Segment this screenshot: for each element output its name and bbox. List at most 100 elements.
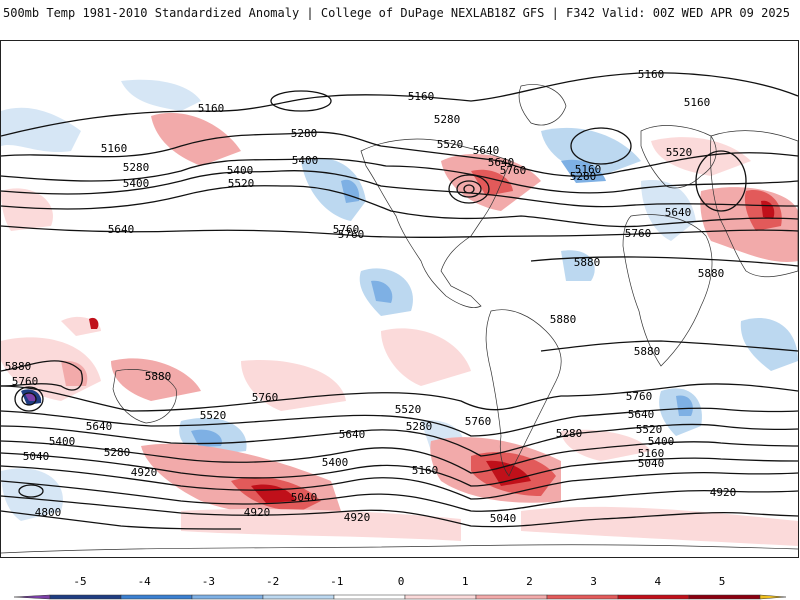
closed-low-pacific [270,90,332,112]
contour-label: 5400 [322,456,349,469]
coastlines [1,84,798,554]
contour-label: 5640 [339,428,366,441]
anomaly-map: 5160 5160 5160 5160 5160 5160 5160 5160 … [1,68,798,554]
contour-label: 5040 [291,491,318,504]
contour-label: 5400 [227,164,254,177]
contour-label: 5280 [556,427,583,440]
contour-label: 5400 [49,435,76,448]
contour-label: 5280 [570,170,597,183]
contour-label: 5280 [406,420,433,433]
contour-label: 5160 [101,142,128,155]
contour-label: 5760 [252,391,279,404]
contour-5640 [1,185,798,228]
contour-label: 5760 [338,228,365,241]
contour-label: 5520 [200,409,227,422]
contour-label: 5280 [291,127,318,140]
contour-label: 5160 [198,102,225,115]
contour-label: 5880 [5,360,32,373]
contour-label: 4920 [244,506,271,519]
contour-label: 5520 [228,177,255,190]
contour-5400-south [1,440,798,474]
contour-5400 [1,157,798,194]
contour-5640-south [1,407,798,437]
contour-label: 4920 [344,511,371,524]
contour-label: 5160 [638,447,665,460]
contour-5880-north [530,256,798,267]
contour-5760 [1,225,798,238]
colorbar-tick-label: 3 [590,575,597,588]
contour-label: 5160 [408,90,435,103]
colorbar-svg: -5 -4 -3 -2 -1 0 1 2 3 4 5 [13,575,787,600]
contour-label: 5160 [684,96,711,109]
contour-label: 5880 [550,313,577,326]
antarctica-outline [1,544,798,554]
colorbar-segment [688,594,761,600]
contour-label: 5760 [465,415,492,428]
contour-label: 5760 [626,390,653,403]
colorbar-tick-label: 2 [526,575,533,588]
contour-label: 5280 [434,113,461,126]
contour-5280-south [1,452,798,487]
contour-label: 4920 [131,466,158,479]
contour-label: 5640 [108,223,135,236]
colorbar-segment [191,594,264,600]
contour-label: 5400 [292,154,319,167]
colorbar-tick-label: 0 [398,575,405,588]
australia-outline [112,369,177,424]
africa-outline [622,214,713,367]
colorbar-tick-label: 4 [654,575,661,588]
colorbar-tick-label: -5 [73,575,86,588]
header: 500mb Temp 1981-2010 Standardized Anomal… [0,0,800,26]
contour-label: 4920 [710,486,737,499]
contour-label: 5640 [86,420,113,433]
contour-5160 [1,72,798,137]
contour-label: 5640 [628,408,655,421]
contour-label: 5040 [23,450,50,463]
closed-low-north-america [448,174,490,204]
contour-label: 5760 [500,164,527,177]
contour-5760-south [1,383,798,412]
colorbar-tick-label: 5 [719,575,726,588]
colorbar-tick-label: -1 [330,575,343,588]
contour-label: 5280 [123,161,150,174]
contour-label: 5160 [575,163,602,176]
colorbar-lower-extend [13,594,51,600]
closed-low-europe [695,150,747,212]
contour-label: 5040 [490,512,517,525]
contour-label: 5400 [123,177,150,190]
contour-label: 5520 [636,423,663,436]
contour-label: 5760 [625,227,652,240]
contour-label: 5520 [666,146,693,159]
contour-label: 5880 [698,267,725,280]
contour-labels: 5160 5160 5160 5160 5160 5160 5160 5160 … [5,68,737,525]
contour-5160-south [1,465,798,500]
contour-label: 5280 [104,446,131,459]
contour-label: 5640 [488,156,515,169]
colorbar-upper-extend [759,594,787,600]
map-panel: 5160 5160 5160 5160 5160 5160 5160 5160 … [0,40,799,558]
contour-label: 4800 [35,506,62,519]
greenland-outline [518,84,567,126]
contour-label: 5400 [648,435,675,448]
contour-5520-south [1,423,798,457]
colorbar-segment [49,594,122,600]
contour-label: 5640 [665,206,692,219]
contour-label: 5160 [638,68,665,81]
contour-5880-sa [540,340,798,352]
contour-label: 5760 [12,375,39,388]
colorbar-segment [120,594,193,600]
height-contours [1,72,798,530]
model-run-info: 18Z GFS | F342 Valid: 00Z WED APR 09 202… [493,6,790,20]
colorbar-segment [404,594,477,600]
contour-5880-south [1,360,83,391]
closed-low-south-indian [18,484,44,498]
colorbar-segment [546,594,619,600]
contour-label: 5880 [145,370,172,383]
contour-label: 5880 [634,345,661,358]
contour-5040-south [1,480,798,512]
south-america-outline [485,309,562,477]
contour-label: 5640 [473,144,500,157]
contour-4800-south [1,510,242,530]
contour-label: 5760 [333,223,360,236]
colorbar-tick-label: -2 [266,575,279,588]
